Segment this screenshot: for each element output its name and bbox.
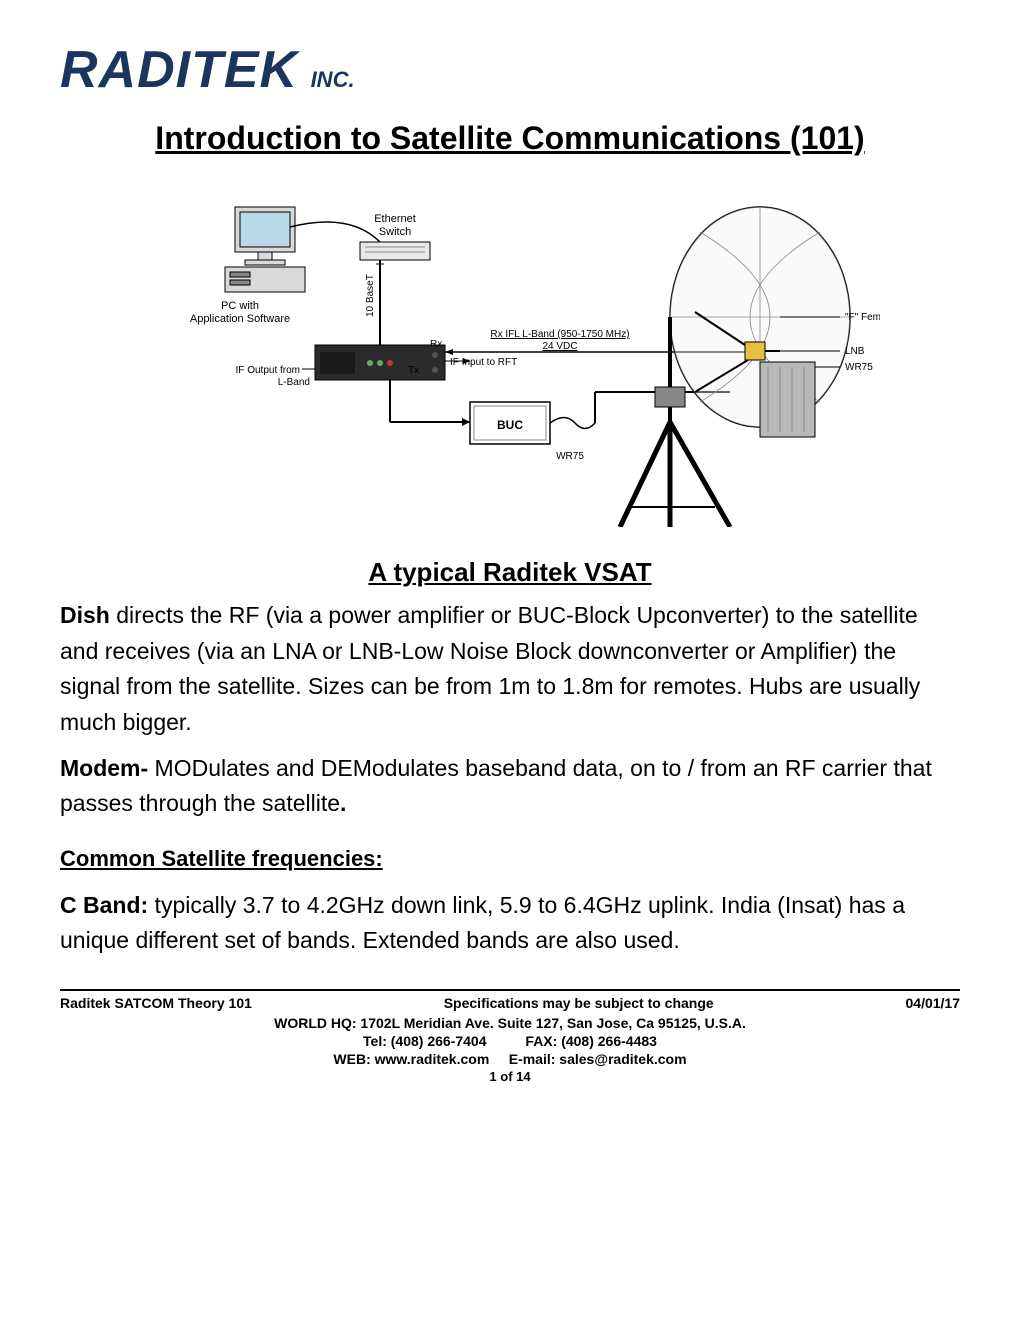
svg-text:Application Software: Application Software — [190, 313, 290, 325]
modem-paragraph: Modem- MODulates and DEModulates baseban… — [60, 751, 960, 822]
svg-text:Switch: Switch — [379, 226, 411, 238]
svg-text:Rx: Rx — [430, 339, 442, 350]
footer-phone-row: Tel: (408) 266-7404 FAX: (408) 266-4483 — [60, 1033, 960, 1049]
footer-hq: WORLD HQ: 1702L Meridian Ave. Suite 127,… — [60, 1015, 960, 1031]
footer-left: Raditek SATCOM Theory 101 — [60, 995, 252, 1011]
logo-main-text: RADITEK — [60, 41, 298, 99]
svg-text:Tx: Tx — [408, 365, 419, 376]
dish-lead: Dish — [60, 602, 110, 628]
cband-paragraph: C Band: typically 3.7 to 4.2GHz down lin… — [60, 888, 960, 959]
modem-lead: Modem- — [60, 755, 148, 781]
svg-text:BUC: BUC — [497, 418, 523, 432]
footer-page: 1 of 14 — [60, 1069, 960, 1084]
svg-text:Rx IFL L-Band (950-1750 MHz): Rx IFL L-Band (950-1750 MHz) — [490, 329, 629, 340]
svg-text:IF Output from: IF Output from — [236, 365, 300, 376]
modem-period: . — [340, 790, 346, 816]
diagram-subtitle: A typical Raditek VSAT — [60, 557, 960, 588]
footer-web-row: WEB: www.raditek.com E-mail: sales@radit… — [60, 1051, 960, 1067]
page-title: Introduction to Satellite Communications… — [60, 120, 960, 157]
svg-text:"F" Female: "F" Female — [845, 312, 880, 323]
svg-text:L-Band: L-Band — [278, 377, 310, 388]
footer-web: WEB: www.raditek.com — [333, 1051, 489, 1067]
vsat-diagram-svg: PC with Application Software Ethernet Sw… — [140, 187, 880, 527]
logo-sub-text: INC. — [311, 67, 355, 92]
modem-body: MODulates and DEModulates baseband data,… — [60, 755, 932, 817]
footer-mid: Specifications may be subject to change — [444, 995, 714, 1011]
cband-body: typically 3.7 to 4.2GHz down link, 5.9 t… — [60, 892, 905, 954]
dish-paragraph: Dish directs the RF (via a power amplifi… — [60, 598, 960, 741]
footer-email: E-mail: sales@raditek.com — [509, 1051, 687, 1067]
frequencies-heading: Common Satellite frequencies: — [60, 846, 960, 872]
svg-text:WR75: WR75 — [556, 451, 584, 462]
svg-text:IF Input to RFT: IF Input to RFT — [450, 357, 517, 368]
svg-text:LNB: LNB — [845, 346, 865, 357]
footer-right: 04/01/17 — [906, 995, 961, 1011]
svg-text:24 VDC: 24 VDC — [542, 341, 577, 352]
svg-text:Ethernet: Ethernet — [374, 213, 416, 225]
dish-body: directs the RF (via a power amplifier or… — [60, 602, 920, 735]
vsat-diagram: PC with Application Software Ethernet Sw… — [60, 187, 960, 527]
svg-text:PC with: PC with — [221, 300, 259, 312]
svg-text:WR75: WR75 — [845, 362, 873, 373]
footer-tel: Tel: (408) 266-7404 — [363, 1033, 486, 1049]
footer-row-1: Raditek SATCOM Theory 101 Specifications… — [60, 995, 960, 1011]
page-footer: Raditek SATCOM Theory 101 Specifications… — [60, 989, 960, 1084]
company-logo: RADITEK INC. — [60, 40, 960, 100]
svg-text:10 BaseT: 10 BaseT — [365, 274, 376, 317]
cband-lead: C Band: — [60, 892, 148, 918]
footer-fax: FAX: (408) 266-4483 — [525, 1033, 657, 1049]
